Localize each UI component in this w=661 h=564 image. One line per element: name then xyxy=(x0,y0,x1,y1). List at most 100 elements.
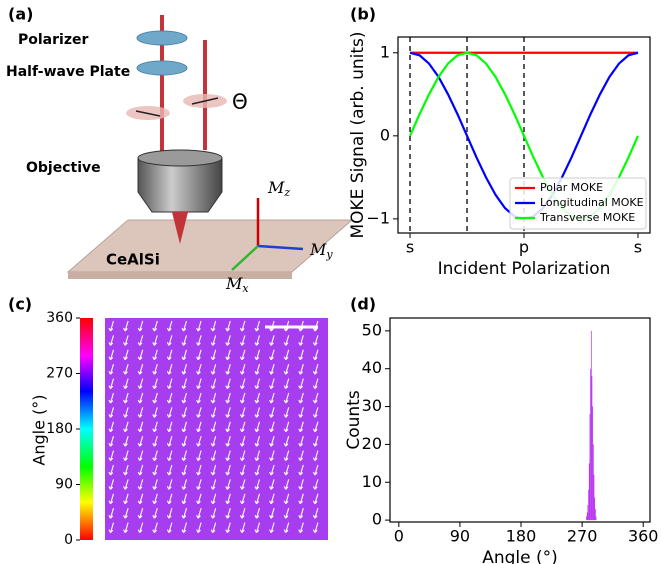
vector-arrow xyxy=(196,493,202,505)
x-tick-label: s xyxy=(406,238,414,257)
vector-arrow xyxy=(225,392,231,404)
vector-arrow xyxy=(181,335,188,346)
vector-arrow xyxy=(137,364,144,375)
vector-arrow xyxy=(283,421,290,433)
histogram-bar xyxy=(593,474,595,521)
vector-arrow xyxy=(137,378,144,389)
vector-arrow xyxy=(225,522,231,533)
vector-arrow xyxy=(196,508,202,519)
x-tick-label: 0 xyxy=(394,527,404,546)
vector-arrow xyxy=(108,407,115,418)
vector-arrow xyxy=(137,508,144,519)
histogram-bar xyxy=(592,444,594,521)
vector-arrow xyxy=(123,335,129,346)
y-tick-label: 40 xyxy=(362,358,382,377)
vector-arrow xyxy=(152,508,158,519)
vector-arrow xyxy=(181,320,188,332)
vector-arrow xyxy=(312,436,319,447)
vector-arrow xyxy=(269,508,275,519)
waveplate-label: Half-wave Plate xyxy=(6,64,130,80)
vector-arrow xyxy=(298,421,304,433)
vector-arrow xyxy=(269,364,275,375)
vector-arrow xyxy=(283,378,290,389)
vector-arrow xyxy=(254,493,261,505)
vector-arrow xyxy=(166,378,173,389)
colorbar xyxy=(80,318,93,540)
vector-arrow xyxy=(298,349,304,361)
vector-arrow xyxy=(225,421,231,433)
polarizer-label: Polarizer xyxy=(18,32,88,48)
vector-arrow xyxy=(283,493,290,505)
vector-arrow xyxy=(152,335,158,346)
my-label: My xyxy=(309,240,333,262)
vector-arrow xyxy=(196,349,202,361)
vector-arrow xyxy=(166,392,173,404)
vector-arrow xyxy=(254,320,261,332)
objective-label: Objective xyxy=(26,160,101,176)
vector-arrow xyxy=(210,407,217,418)
vector-arrow xyxy=(312,407,319,418)
vector-arrow xyxy=(239,349,246,361)
vector-arrow xyxy=(283,407,290,418)
polarizer-disk xyxy=(136,30,188,46)
symbol: M xyxy=(225,274,243,293)
vector-arrow xyxy=(196,479,202,490)
vector-arrow xyxy=(239,522,246,533)
plot-frame xyxy=(389,317,651,523)
vector-arrow xyxy=(137,493,144,505)
histogram-bar xyxy=(589,414,591,521)
vector-arrow xyxy=(210,320,217,332)
vector-arrow xyxy=(210,335,217,346)
mx-label: Mx xyxy=(225,274,249,296)
vector-arrow xyxy=(123,479,129,490)
x-tick-label: 270 xyxy=(567,527,598,546)
vector-arrow xyxy=(254,349,261,361)
histogram-bar xyxy=(591,376,593,521)
vector-arrow xyxy=(181,479,188,490)
vector-arrow xyxy=(181,392,188,404)
vector-arrow xyxy=(298,335,304,346)
vector-arrow xyxy=(152,450,158,461)
vector-arrow xyxy=(123,436,129,447)
legend-box xyxy=(509,177,647,230)
vector-arrow xyxy=(225,436,231,447)
vector-arrow xyxy=(123,320,129,332)
vector-arrow xyxy=(181,349,188,361)
vector-arrow xyxy=(283,364,290,375)
vector-arrow xyxy=(254,392,261,404)
vector-arrow xyxy=(196,320,202,332)
histogram-bar xyxy=(586,516,587,521)
histogram-bar xyxy=(595,516,597,521)
vector-arrow xyxy=(137,522,144,533)
vector-arrow xyxy=(108,320,115,332)
vector-arrow xyxy=(239,436,246,447)
vector-arrow xyxy=(254,364,261,375)
vector-arrow xyxy=(269,407,275,418)
vector-arrow xyxy=(108,349,115,361)
colorbar-label: Angle (°) xyxy=(30,394,49,465)
vector-arrow xyxy=(123,493,129,505)
vector-arrow xyxy=(181,508,188,519)
vector-arrow xyxy=(123,522,129,533)
vector-arrow xyxy=(312,392,319,404)
vector-arrow xyxy=(239,378,246,389)
vector-arrow xyxy=(196,450,202,461)
vector-arrow xyxy=(225,450,231,461)
vector-arrow xyxy=(108,436,115,447)
vector-arrow xyxy=(196,421,202,433)
vector-arrow xyxy=(269,335,275,346)
vector-arrow xyxy=(166,407,173,418)
vector-arrow xyxy=(298,522,304,533)
vector-arrow xyxy=(210,436,217,447)
vector-arrow xyxy=(181,364,188,375)
vector-arrow xyxy=(137,335,144,346)
vector-arrow xyxy=(181,450,188,461)
vector-arrow xyxy=(181,421,188,433)
vector-arrow xyxy=(152,493,158,505)
vector-arrow xyxy=(152,378,158,389)
x-axis-label: Angle (°) xyxy=(482,548,558,564)
histogram-bar xyxy=(590,330,592,521)
vector-arrow xyxy=(137,464,144,476)
vector-arrow xyxy=(269,493,275,505)
vector-arrow xyxy=(210,508,217,519)
